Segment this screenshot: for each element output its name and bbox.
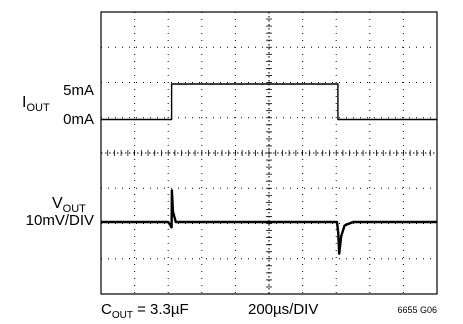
vout-name: V bbox=[52, 195, 63, 212]
figure-id: 6655 G06 bbox=[397, 305, 437, 315]
timebase-label: 200µs/DIV bbox=[248, 301, 318, 318]
cout-value: = 3.3µF bbox=[133, 301, 189, 318]
grid bbox=[101, 12, 437, 294]
iout-low-label: 0mA bbox=[63, 111, 94, 128]
vout-subscript: OUT bbox=[63, 203, 87, 215]
iout-high-label: 5mA bbox=[63, 82, 94, 99]
traces bbox=[101, 83, 437, 255]
vout-label: VOUT bbox=[52, 195, 86, 215]
cout-label: COUT = 3.3µF bbox=[101, 301, 189, 321]
cout-subscript: OUT bbox=[112, 310, 133, 321]
iout-trace bbox=[101, 83, 437, 121]
iout-label: IOUT bbox=[22, 94, 50, 114]
vout-scale-label: 10mV/DIV bbox=[26, 212, 94, 229]
cout-name: C bbox=[101, 301, 112, 318]
iout-subscript: OUT bbox=[26, 102, 50, 114]
vout-trace bbox=[101, 189, 437, 255]
graticule-frame bbox=[100, 11, 438, 295]
iout-name: I bbox=[22, 94, 26, 111]
